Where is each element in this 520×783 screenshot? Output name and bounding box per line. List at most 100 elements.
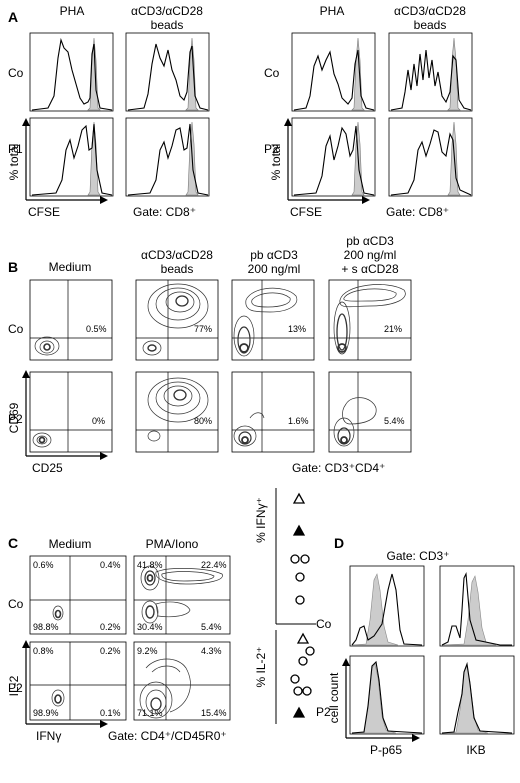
panel-b-row-co: Co: [8, 322, 24, 336]
quadrant-percentage: 0.4%: [100, 560, 121, 570]
phospho-histogram-line: [351, 573, 423, 646]
contour-plot-frame: [231, 279, 315, 361]
contour-populations: [51, 565, 223, 719]
panel-b-letter: B: [8, 259, 18, 275]
panel-b: B Medium αCD3/αCD28 beads pb αCD3 200 ng…: [7, 234, 412, 475]
histogram-frame: [125, 117, 210, 197]
data-point-circle: [305, 646, 315, 656]
histogram-frame: [291, 117, 376, 197]
panel-a-left-x-arrowhead: [100, 196, 108, 204]
percentage-label: 0%: [92, 416, 105, 426]
ikb-histogram-line: [441, 572, 512, 646]
panel-a-left-title-beads-1: αCD3/αCD28: [131, 4, 203, 18]
quadrant-percentage: 4.3%: [201, 646, 222, 656]
percentage-label: 1.6%: [288, 416, 309, 426]
ifng-data-points: [290, 492, 310, 605]
cfse-histogram-line: [127, 43, 209, 111]
quadrant-percentage: 98.9%: [33, 708, 59, 718]
quadrant-percentage: 0.6%: [33, 560, 54, 570]
contour-plot-frame: [231, 371, 315, 453]
panel-a-left-gate: Gate: CD8⁺: [133, 205, 196, 219]
panel-c-title-medium: Medium: [49, 537, 92, 551]
cfse-histogram-line: [390, 129, 472, 196]
panel-c-x-label: IFNγ: [36, 729, 61, 743]
panel-b-y-arrowhead: [22, 370, 30, 378]
quadrant-percentage: 41.8%: [137, 560, 163, 570]
quadrant-percentage: 5.4%: [201, 622, 222, 632]
panel-c-title-pma: PMA/Iono: [146, 537, 199, 551]
data-point-circle: [293, 686, 303, 696]
phospho-histogram-line: [351, 660, 423, 734]
panel-b-title-pbs-1: pb αCD3: [346, 234, 394, 248]
ifng-dot-plot-label: % IFNγ⁺: [254, 497, 268, 543]
data-point-circle: [295, 572, 305, 582]
percentage-label: 5.4%: [384, 416, 405, 426]
panel-d-x-label-pp65: P-p65: [370, 743, 402, 757]
quadrant-percentage: 71.1%: [137, 708, 163, 718]
quadrant-percentage: 0.2%: [100, 622, 121, 632]
panel-c: C Medium PMA/Iono Co P2 0.6%: [7, 488, 316, 743]
panel-c-y-arrowhead: [22, 640, 30, 648]
quadrant-percentage: 0.2%: [100, 646, 121, 656]
panel-a-left-y-label: % total: [7, 144, 21, 181]
quadrant-percentage: 15.4%: [201, 708, 227, 718]
ikb-histogram-line: [441, 661, 513, 734]
panel-c-y-label: IL-2: [7, 675, 21, 696]
contour-populations: [32, 283, 406, 448]
panel-d-gate: Gate: CD3⁺: [386, 549, 449, 563]
data-point-triangle-filled: [292, 706, 306, 718]
panel-a-left-row-co: Co: [8, 66, 24, 80]
quadrant-percentage: 98.8%: [33, 622, 59, 632]
panel-a-right-y-arrowhead: [284, 118, 292, 126]
dot-plot-frame: [29, 555, 127, 635]
panel-b-title-beads-2: beads: [161, 262, 194, 276]
dot-plot-frame: [133, 641, 231, 721]
panel-d-row-p2: P2: [316, 705, 331, 719]
quadrant-percentage: 0.8%: [33, 646, 54, 656]
panel-a-left-y-arrowhead: [22, 118, 30, 126]
panel-a-left-row-p1: P1: [8, 142, 23, 156]
control-histogram-fill: [447, 37, 461, 111]
isotype-histogram-fill: [351, 573, 399, 646]
panel-a-left-title-beads-2: beads: [151, 18, 184, 32]
panel-b-title-medium: Medium: [49, 260, 92, 274]
panel-a-right-row-co: Co: [264, 66, 280, 80]
data-point-circle: [300, 554, 310, 564]
panel-d-letter: D: [334, 535, 344, 551]
percentage-label: 13%: [288, 324, 306, 334]
contour-plot-frame: [135, 279, 219, 361]
panel-a-right-title-beads-2: beads: [414, 18, 447, 32]
panel-b-gate: Gate: CD3⁺CD4⁺: [292, 461, 385, 475]
panel-c-row-co: Co: [8, 597, 24, 611]
panel-d-row-co: Co: [316, 617, 332, 631]
contour-plot-frame: [29, 279, 113, 361]
panel-b-title-pb-1: pb αCD3: [250, 248, 298, 262]
data-point-circle: [302, 686, 312, 696]
panel-d-x-arrowhead: [412, 734, 420, 742]
panel-a-right-title-pha: PHA: [320, 4, 345, 18]
isotype-histogram-fill: [351, 663, 397, 734]
histogram-frame: [125, 32, 210, 112]
dot-plot-frame: [133, 555, 231, 635]
histogram-frame: [439, 565, 515, 647]
panel-c-x-arrowhead: [100, 720, 108, 728]
histogram-frame: [388, 117, 473, 197]
cfse-histogram-line: [390, 49, 472, 111]
quadrant-percentage: 22.4%: [201, 560, 227, 570]
panel-b-y-label: CD69: [7, 402, 21, 433]
contour-plot-frame: [29, 371, 113, 453]
histogram-frame: [29, 117, 114, 197]
panel-a-left-title-pha: PHA: [60, 4, 85, 18]
control-histogram-fill: [87, 121, 101, 196]
dot-plot-frame: [29, 641, 127, 721]
quadrant-percentage: 30.4%: [137, 622, 163, 632]
panel-d-x-label-ikb: IKB: [466, 743, 485, 757]
panel-b-title-beads-1: αCD3/αCD28: [141, 248, 213, 262]
data-point-circle: [298, 656, 308, 666]
panel-b-x-label: CD25: [32, 461, 63, 475]
quadrant-percentage: 0.1%: [100, 708, 121, 718]
panel-b-title-pbs-3: + s αCD28: [341, 262, 399, 276]
histogram-frame: [349, 565, 425, 647]
panel-c-letter: C: [8, 535, 18, 551]
